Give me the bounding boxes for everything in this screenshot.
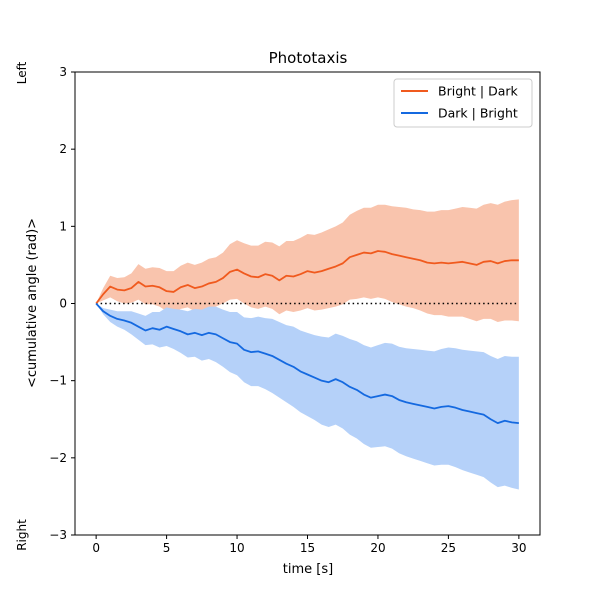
y-tick-label: 1 [59, 219, 67, 233]
series-lines [95, 250, 519, 425]
x-tick-label: 15 [300, 541, 315, 555]
y-axis-label: <cumulative angle (rad)> [25, 218, 40, 388]
confidence-bands [96, 199, 519, 490]
y-tick-label: 0 [59, 297, 67, 311]
x-tick-label: 30 [511, 541, 526, 555]
legend-label-bright-dark: Bright | Dark [438, 84, 519, 99]
legend-box [393, 78, 533, 128]
x-tick-label: 25 [441, 541, 456, 555]
y-axis-ticks: −3 −2 −1 0 1 2 3 [49, 65, 75, 542]
y-tick-label: −3 [49, 528, 67, 542]
y-tick-label: 2 [59, 142, 67, 156]
y-tick-label: −2 [49, 451, 67, 465]
y-top-label: Left [15, 61, 29, 84]
x-tick-label: 0 [92, 541, 100, 555]
x-axis-ticks: 0 5 10 15 20 25 30 [92, 535, 527, 555]
series-line-bright-dark [95, 250, 519, 305]
legend: Bright | Dark Dark | Bright [393, 78, 533, 128]
chart-title: Phototaxis [269, 49, 348, 67]
y-tick-label: 3 [59, 65, 67, 79]
series-line-dark-bright [95, 302, 519, 425]
band-dark-bright [96, 303, 519, 490]
legend-label-dark-bright: Dark | Bright [438, 106, 518, 121]
y-bottom-label: Right [15, 519, 29, 551]
x-tick-label: 20 [370, 541, 385, 555]
x-tick-label: 10 [229, 541, 244, 555]
band-bright-dark [96, 199, 519, 323]
y-tick-label: −1 [49, 374, 67, 388]
x-tick-label: 5 [163, 541, 171, 555]
x-axis-label: time [s] [283, 562, 333, 577]
